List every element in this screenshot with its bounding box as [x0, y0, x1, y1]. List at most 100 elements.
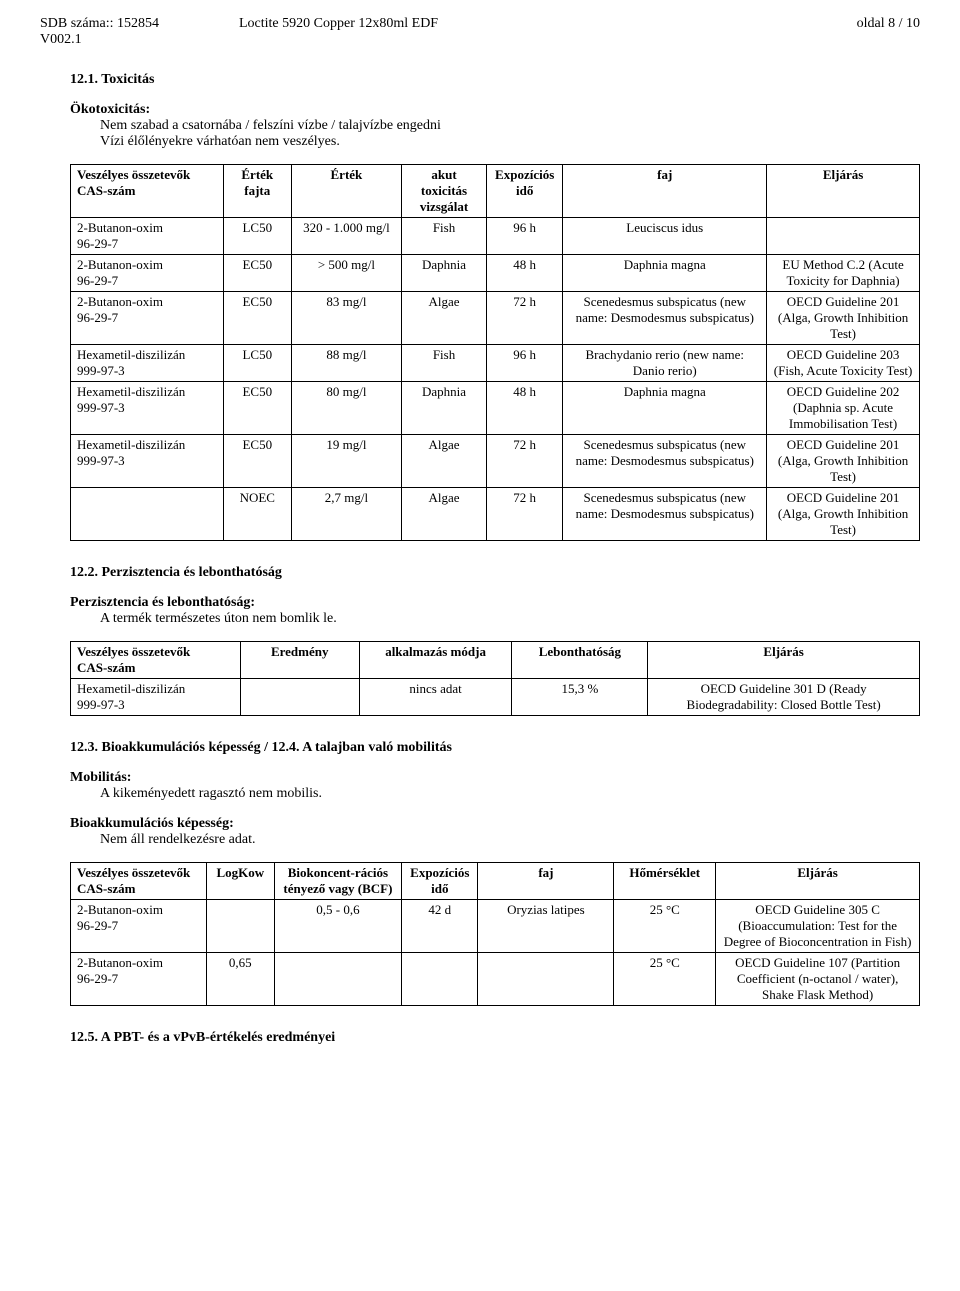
table-cell — [402, 953, 478, 1006]
bioaccum-text: Nem áll rendelkezésre adat. — [100, 832, 920, 848]
table-header: Eredmény — [240, 642, 359, 679]
section-12-1-title: 12.1. Toxicitás — [70, 72, 920, 88]
table-header: Veszélyes összetevőkCAS-szám — [71, 863, 207, 900]
table-header: Veszélyes összetevőkCAS-szám — [71, 642, 241, 679]
table-cell: 2-Butanon-oxim96-29-7 — [71, 953, 207, 1006]
table-cell: 48 h — [486, 255, 562, 292]
table-header: Expozíciós idő — [402, 863, 478, 900]
table-cell: OECD Guideline 203 (Fish, Acute Toxicity… — [767, 345, 920, 382]
ecotoxicity-line1: Nem szabad a csatornába / felszíni vízbe… — [100, 118, 441, 133]
table-cell: LC50 — [223, 218, 291, 255]
table-cell: 72 h — [486, 488, 562, 541]
table-cell: Leuciscus idus — [563, 218, 767, 255]
table-cell: Scenedesmus subspicatus (new name: Desmo… — [563, 435, 767, 488]
table-cell: 320 - 1.000 mg/l — [291, 218, 401, 255]
table-cell: 72 h — [486, 435, 562, 488]
toxicity-table: Veszélyes összetevőkCAS-számÉrték fajtaÉ… — [70, 164, 920, 541]
table-cell: Daphnia magna — [563, 255, 767, 292]
table-cell: Hexametil-diszilizán999-97-3 — [71, 382, 224, 435]
section-12-2-title: 12.2. Perzisztencia és lebonthatóság — [70, 565, 920, 581]
table-cell: Scenedesmus subspicatus (new name: Desmo… — [563, 488, 767, 541]
table-cell — [206, 900, 274, 953]
table-cell: Algae — [402, 435, 487, 488]
table-cell: 72 h — [486, 292, 562, 345]
table-cell: EC50 — [223, 435, 291, 488]
table-header: Eljárás — [716, 863, 920, 900]
table-cell: Brachydanio rerio (new name: Danio rerio… — [563, 345, 767, 382]
table-header: Lebonthatóság — [512, 642, 648, 679]
table-cell: Hexametil-diszilizán999-97-3 — [71, 435, 224, 488]
table-header: faj — [478, 863, 614, 900]
bioaccum-head: Bioakkumulációs képesség: — [70, 816, 920, 832]
ecotoxicity-text: Nem szabad a csatornába / felszíni vízbe… — [100, 118, 920, 150]
table-header: Expozíciós idő — [486, 165, 562, 218]
table-header: alkalmazás módja — [359, 642, 512, 679]
table-cell: 42 d — [402, 900, 478, 953]
table-cell: 2-Butanon-oxim96-29-7 — [71, 218, 224, 255]
mobility-head: Mobilitás: — [70, 770, 920, 786]
table-row: Hexametil-diszilizán999-97-3nincs adat15… — [71, 679, 920, 716]
table-cell: 48 h — [486, 382, 562, 435]
table-cell: EU Method C.2 (Acute Toxicity for Daphni… — [767, 255, 920, 292]
table-cell: 0,5 - 0,6 — [274, 900, 401, 953]
table-cell: OECD Guideline 201 (Alga, Growth Inhibit… — [767, 292, 920, 345]
table-cell: 0,65 — [206, 953, 274, 1006]
table-row: 2-Butanon-oxim96-29-7EC5083 mg/lAlgae72 … — [71, 292, 920, 345]
table-cell: 96 h — [486, 218, 562, 255]
table-row: 2-Butanon-oxim96-29-7LC50320 - 1.000 mg/… — [71, 218, 920, 255]
table-header: LogKow — [206, 863, 274, 900]
table-cell: 19 mg/l — [291, 435, 401, 488]
section-12-5-title: 12.5. A PBT- és a vPvB-értékelés eredmén… — [70, 1030, 920, 1046]
table-cell: OECD Guideline 107 (Partition Coefficien… — [716, 953, 920, 1006]
table-cell — [240, 679, 359, 716]
version-label: V002.1 — [40, 32, 82, 47]
table-cell: OECD Guideline 305 C (Bioaccumulation: T… — [716, 900, 920, 953]
table-cell: Daphnia magna — [563, 382, 767, 435]
table-cell: Daphnia — [402, 382, 487, 435]
ecotoxicity-head: Ökotoxicitás: — [70, 102, 920, 118]
table-cell: EC50 — [223, 255, 291, 292]
ecotoxicity-line2: Vízi élőlényekre várhatóan nem veszélyes… — [100, 134, 340, 149]
table-row: 2-Butanon-oxim96-29-7EC50> 500 mg/lDaphn… — [71, 255, 920, 292]
table-header: Veszélyes összetevőkCAS-szám — [71, 165, 224, 218]
section-12-3-title: 12.3. Bioakkumulációs képesség / 12.4. A… — [70, 740, 920, 756]
table-cell: OECD Guideline 301 D (Ready Biodegradabi… — [648, 679, 920, 716]
table-cell: OECD Guideline 202 (Daphnia sp. Acute Im… — [767, 382, 920, 435]
mobility-text: A kikeményedett ragasztó nem mobilis. — [100, 786, 920, 802]
table-header: Biokoncent-rációs tényező vagy (BCF) — [274, 863, 401, 900]
table-header: Érték fajta — [223, 165, 291, 218]
table-header: faj — [563, 165, 767, 218]
table-row: 2-Butanon-oxim96-29-70,65 25 °COECD Guide… — [71, 953, 920, 1006]
table-cell: Daphnia — [402, 255, 487, 292]
table-cell: OECD Guideline 201 (Alga, Growth Inhibit… — [767, 488, 920, 541]
table-cell: OECD Guideline 201 (Alga, Growth Inhibit… — [767, 435, 920, 488]
header-page: oldal 8 / 10 — [857, 16, 920, 48]
table-cell: NOEC — [223, 488, 291, 541]
table-cell: 2-Butanon-oxim96-29-7 — [71, 292, 224, 345]
table-header: Eljárás — [767, 165, 920, 218]
table-cell: Fish — [402, 218, 487, 255]
table-cell: 2,7 mg/l — [291, 488, 401, 541]
table-cell: Scenedesmus subspicatus (new name: Desmo… — [563, 292, 767, 345]
table-cell: 80 mg/l — [291, 382, 401, 435]
table-cell: 25 °C — [614, 953, 716, 1006]
table-cell — [478, 953, 614, 1006]
table-cell: EC50 — [223, 382, 291, 435]
table-row: Hexametil-diszilizán999-97-3EC5080 mg/lD… — [71, 382, 920, 435]
degradability-table: Veszélyes összetevőkCAS-számEredményalka… — [70, 641, 920, 716]
table-cell: 83 mg/l — [291, 292, 401, 345]
table-cell: EC50 — [223, 292, 291, 345]
table-cell: Hexametil-diszilizán999-97-3 — [71, 679, 241, 716]
table-header: Eljárás — [648, 642, 920, 679]
table-cell: 88 mg/l — [291, 345, 401, 382]
sdb-number: SDB száma:: 152854 — [40, 16, 159, 31]
table-row: NOEC2,7 mg/lAlgae72 hScenedesmus subspic… — [71, 488, 920, 541]
table-cell: 2-Butanon-oxim96-29-7 — [71, 900, 207, 953]
bioaccumulation-table: Veszélyes összetevőkCAS-számLogKowBiokon… — [70, 862, 920, 1006]
table-cell: Oryzias latipes — [478, 900, 614, 953]
page-header: SDB száma:: 152854 V002.1 Loctite 5920 C… — [40, 16, 920, 48]
table-header: Érték — [291, 165, 401, 218]
table-cell: Algae — [402, 488, 487, 541]
table-cell: > 500 mg/l — [291, 255, 401, 292]
table-cell: Algae — [402, 292, 487, 345]
